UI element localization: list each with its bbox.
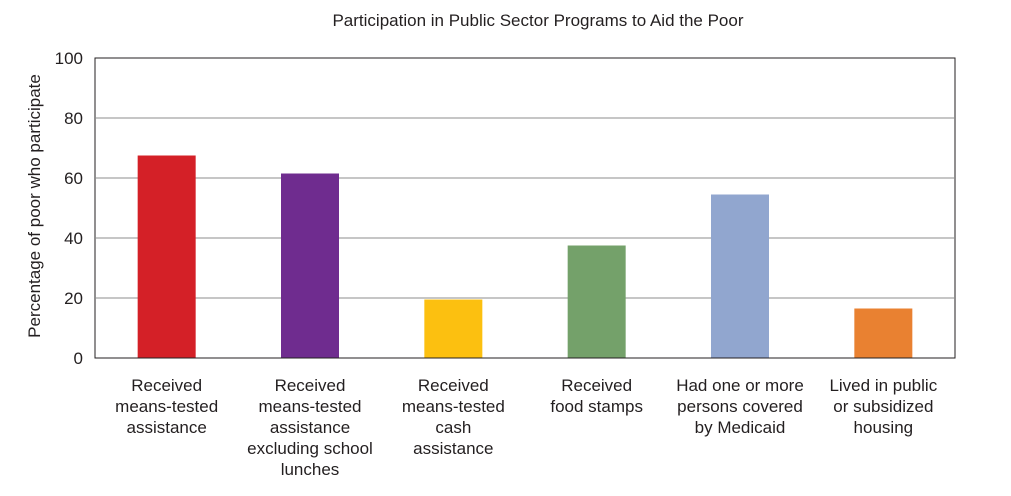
bar	[281, 173, 339, 358]
chart-title: Participation in Public Sector Programs …	[332, 11, 743, 30]
y-tick-label: 40	[64, 229, 83, 248]
y-tick-label: 20	[64, 289, 83, 308]
bars-layer	[137, 155, 913, 358]
x-category-label: Had one or more persons covered by Medicai…	[676, 376, 804, 437]
bar	[567, 245, 626, 358]
y-tick-label: 100	[55, 49, 83, 68]
bar	[854, 308, 913, 358]
bar	[137, 155, 196, 358]
bar	[424, 299, 483, 358]
y-axis-title: Percentage of poor who participate	[25, 74, 44, 338]
y-tick-labels: 0 20 40 60 80 100	[55, 49, 83, 368]
x-category-label: Lived in public or subsidized housing	[829, 376, 937, 437]
y-tick-label: 80	[64, 109, 83, 128]
y-tick-label: 60	[64, 169, 83, 188]
x-category-label: Received means-tested cash assistance	[402, 376, 505, 458]
x-category-label: Received food stamps	[550, 376, 643, 416]
y-tick-label: 0	[74, 349, 83, 368]
plot-area	[94, 57, 956, 359]
grid-layer	[95, 117, 955, 299]
bar	[711, 194, 769, 358]
x-category-label: Received means-tested assistance excluding …	[247, 376, 373, 479]
category-labels: Received means-tested assistance Received me…	[115, 376, 938, 479]
x-category-label: Received means-tested assistance	[115, 376, 218, 437]
